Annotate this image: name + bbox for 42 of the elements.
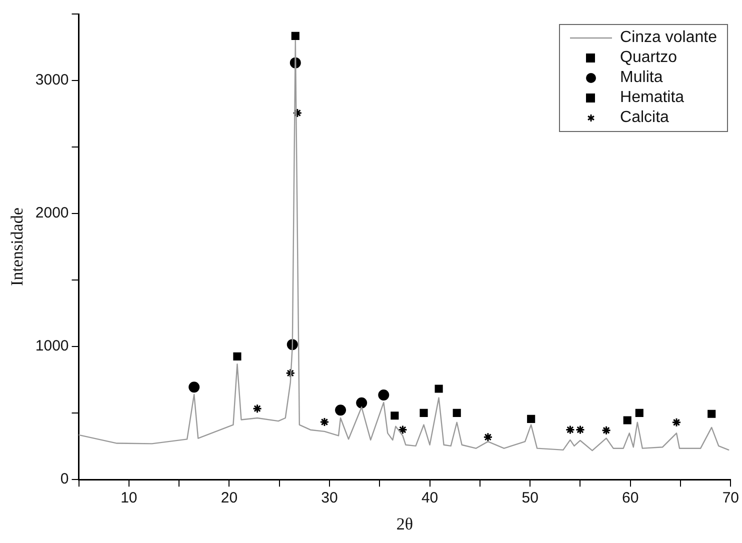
point — [420, 408, 428, 417]
x-tick-label: 20 — [220, 490, 238, 507]
x-tick-label: 50 — [522, 490, 538, 507]
y-tick-label: 0 — [60, 470, 69, 488]
x-tick-label: 60 — [622, 490, 639, 507]
legend-label: Cinza volante — [620, 29, 717, 47]
point — [483, 432, 493, 442]
y-tick-label: 1000 — [35, 338, 69, 355]
y-tick-label: 3000 — [35, 72, 69, 89]
x-tick-label: 70 — [722, 490, 739, 507]
point — [434, 384, 443, 393]
point — [390, 412, 399, 420]
point — [602, 426, 612, 436]
point — [292, 108, 302, 118]
x-tick-label: 30 — [321, 490, 338, 507]
x-axis-title: 2θ — [396, 514, 414, 534]
y-axis-title: Intensidade — [8, 208, 27, 286]
legend-label: Calcita — [620, 109, 669, 127]
point — [575, 424, 585, 434]
point — [286, 368, 296, 378]
point — [623, 416, 632, 424]
point — [527, 414, 536, 423]
point — [291, 32, 300, 40]
point — [188, 382, 200, 393]
legend-label: Mulita — [620, 69, 663, 87]
point — [565, 424, 575, 434]
point — [672, 418, 682, 428]
point — [635, 408, 644, 417]
point — [708, 410, 716, 418]
y-tick-label: 2000 — [35, 204, 69, 222]
point — [452, 408, 461, 417]
x-tick-label: 40 — [421, 490, 438, 507]
point — [356, 397, 368, 408]
point — [398, 424, 408, 434]
point — [378, 389, 390, 400]
point — [252, 404, 262, 414]
x-tick-label: 10 — [120, 490, 138, 507]
point — [335, 404, 346, 416]
point — [320, 417, 330, 427]
point — [233, 352, 242, 360]
legend-label: Quartzo — [620, 49, 677, 67]
legend-label: Hematita — [620, 89, 684, 107]
